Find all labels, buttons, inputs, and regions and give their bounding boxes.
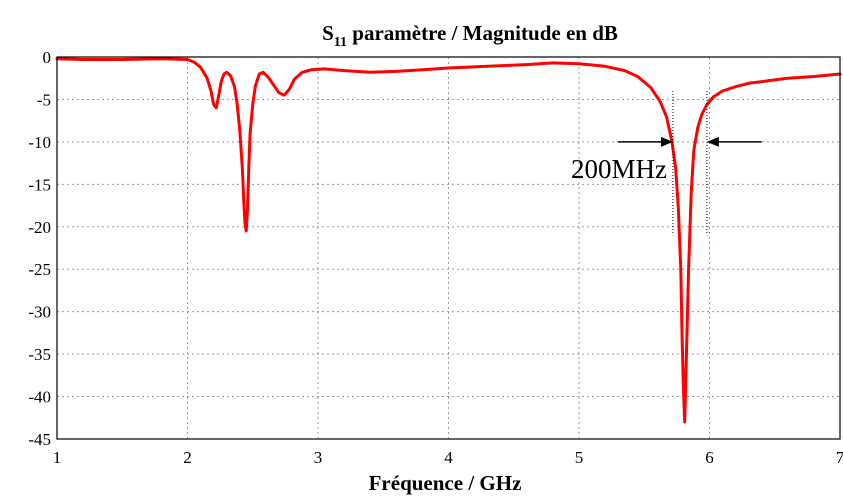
x-tick-label: 5 [575,448,584,467]
x-tick-labels: 1 2 3 4 5 6 7 [53,448,843,467]
y-tick-label: 0 [43,48,52,67]
x-tick-label: 6 [705,448,714,467]
y-tick-label: -40 [28,388,51,407]
y-tick-label: -35 [28,345,51,364]
bandwidth-arrow-left-head [660,136,673,147]
x-tick-label: 7 [836,448,843,467]
y-tick-label: -45 [28,430,51,449]
grid-layer [57,57,840,439]
x-tick-label: 4 [444,448,453,467]
y-tick-label: -20 [28,218,51,237]
chart-title-subscript: 11 [334,35,347,50]
x-tick-label: 2 [183,448,192,467]
x-tick-label: 1 [53,448,62,467]
y-tick-label: -5 [37,90,51,109]
chart-title-rest: paramètre / Magnitude en dB [347,21,618,45]
y-tick-labels: 0 -5 -10 -15 -20 -25 -30 -35 -40 -45 [28,48,51,449]
series-line [55,57,842,424]
y-tick-label: -10 [28,133,51,152]
x-tick-label: 3 [314,448,323,467]
x-axis-label: Fréquence / GHz [369,471,522,495]
y-tick-label: -25 [28,260,51,279]
y-tick-label: -15 [28,175,51,194]
series-layer [55,57,842,424]
chart-title-main: S [322,21,334,45]
annotation-layer: 200MHz [571,90,762,236]
bandwidth-label: 200MHz [571,154,667,184]
plot-frame [56,56,841,440]
bandwidth-arrow-right-head [706,136,719,147]
y-tick-label: -30 [28,303,51,322]
chart-title: S11 paramètre / Magnitude en dB [322,21,618,50]
